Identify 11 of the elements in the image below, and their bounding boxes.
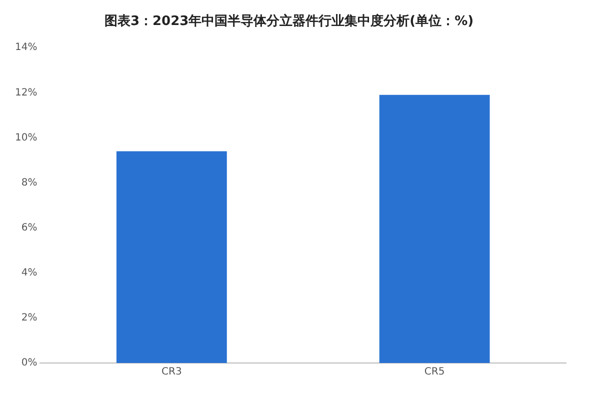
y-tick-label: 14%	[14, 42, 38, 54]
y-tick-label: 10%	[14, 132, 38, 144]
y-tick-label: 0%	[21, 358, 38, 369]
x-tick-label: CR3	[162, 366, 182, 378]
y-tick-label: 2%	[21, 312, 38, 324]
chart-title: 图表3：2023年中国半导体分立器件行业集中度分析(单位：%)	[104, 13, 474, 30]
y-tick-label: 6%	[21, 222, 38, 234]
y-tick-label: 8%	[21, 177, 38, 188]
y-tick-label: 12%	[14, 87, 38, 98]
y-tick-label: 4%	[21, 267, 38, 278]
x-tick-label: CR5	[424, 366, 445, 378]
